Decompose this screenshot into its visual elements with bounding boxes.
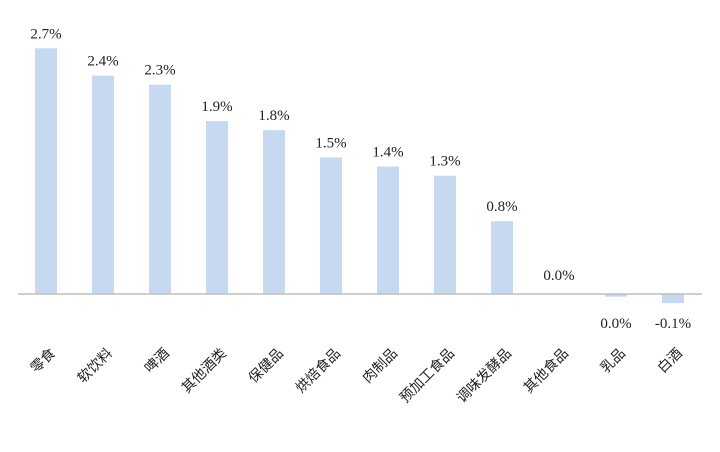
bar [149,84,171,294]
data-label: 0.8% [486,199,517,215]
category-label: 零食 [27,345,59,377]
category-label: 肉制品 [360,346,401,387]
bar [491,221,513,294]
data-labels-group: 2.7% 2.4% 2.3% 1.9% 1.8% 1.5% 1.4% 1.3% 0.8% 0.0%… [30,26,691,332]
category-label: 啤酒 [142,346,173,377]
bar [92,75,114,294]
category-label: 保健品 [246,346,287,387]
data-label: -0.1% [655,316,691,332]
bars-group [35,48,684,304]
category-label: 预加工食品 [396,345,458,407]
bar [434,175,456,294]
bar [377,166,399,294]
category-label: 其他酒类 [179,346,230,397]
data-label: 2.3% [144,63,175,79]
bar [263,130,285,294]
data-label: 0.0% [543,268,574,284]
bar [662,294,684,304]
data-label: 2.4% [87,54,118,70]
data-label: 1.8% [258,108,289,124]
category-label: 烘焙食品 [292,345,344,397]
data-label: 1.5% [315,136,346,152]
bar [320,157,342,294]
data-label: 2.7% [30,26,61,42]
bar [605,294,627,297]
category-label: 乳品 [598,346,629,377]
data-label: 0.0% [600,316,631,332]
bar [35,48,57,294]
bar [206,121,228,294]
data-label: 1.9% [201,99,232,115]
category-label: 其他食品 [520,345,572,397]
category-label: 调味发酵品 [454,346,515,407]
data-label: 1.4% [372,145,403,161]
category-label: 白酒 [655,346,686,377]
data-label: 1.3% [429,154,460,170]
category-label: 软饮料 [75,346,116,387]
